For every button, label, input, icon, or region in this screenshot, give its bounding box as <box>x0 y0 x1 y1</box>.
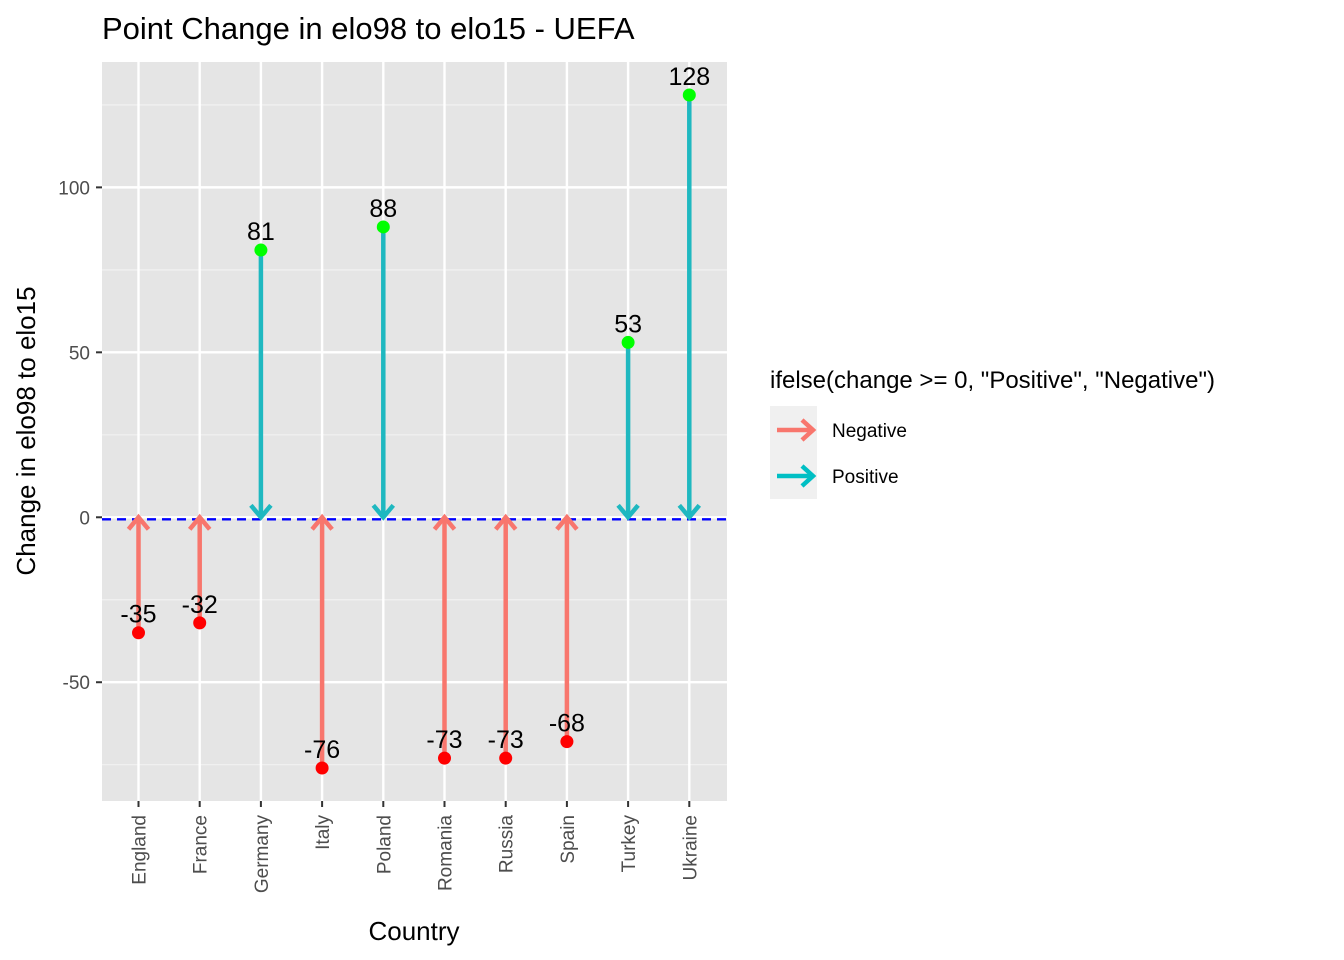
x-tick-label: France <box>191 815 212 874</box>
arrow-head <box>310 513 334 531</box>
data-label: 81 <box>247 218 275 246</box>
y-tick-label: 0 <box>79 508 90 529</box>
arrow-head <box>555 513 579 531</box>
arrow-head <box>432 513 457 531</box>
x-tick-label: England <box>130 815 151 885</box>
plot-panel <box>102 62 727 801</box>
data-point <box>560 735 574 749</box>
data-point <box>193 616 207 630</box>
arrow-head <box>493 513 518 531</box>
data-label: -73 <box>488 726 524 754</box>
x-tick-label: Turkey <box>619 815 640 873</box>
data-point <box>254 243 268 257</box>
arrow-head <box>677 503 702 521</box>
x-tick-label: Ukraine <box>680 815 701 880</box>
data-point <box>682 88 696 102</box>
x-axis: England France Germany Italy Poland Romania Ru… <box>130 801 701 894</box>
data-label: -73 <box>426 726 462 754</box>
data-label: 53 <box>614 310 642 338</box>
arrow-head <box>616 503 640 521</box>
data-label: -76 <box>304 736 340 764</box>
x-tick-label: Italy <box>313 815 334 850</box>
x-tick-label: Germany <box>252 815 273 894</box>
y-tick-label: 100 <box>58 178 90 199</box>
legend-title: ifelse(change >= 0, "Positive", "Negativ… <box>770 367 1215 394</box>
data-labels: -35 -32 81 -76 88 -73 -73 -68 53 128 <box>120 63 710 764</box>
data-label: 128 <box>668 63 710 91</box>
legend-label: Negative <box>832 421 907 442</box>
data-point <box>376 220 390 234</box>
x-tick-label: Spain <box>558 815 579 864</box>
arrow-head <box>371 503 396 521</box>
arrow-head <box>249 503 273 521</box>
chart-title: Point Change in elo98 to elo15 - UEFA <box>102 11 635 46</box>
y-tick-label: 50 <box>69 343 90 364</box>
data-point <box>621 335 635 349</box>
data-label: -68 <box>549 710 585 738</box>
grid-minor <box>102 104 727 766</box>
legend-key-arrowhead <box>800 418 817 442</box>
data-label: -35 <box>120 601 156 629</box>
arrow-segments <box>126 94 702 769</box>
data-points <box>132 88 696 775</box>
arrow-head <box>187 513 212 531</box>
legend: ifelse(change >= 0, "Positive", "Negativ… <box>770 367 1215 499</box>
x-tick-label: Poland <box>374 815 395 874</box>
y-tick-label: -50 <box>63 673 90 694</box>
x-tick-label: Romania <box>436 815 457 891</box>
data-label: 88 <box>369 195 397 223</box>
y-axis: -50 0 50 100 <box>58 178 102 694</box>
x-axis-title: Country <box>368 916 459 946</box>
arrow-head <box>126 513 151 531</box>
legend-key-arrowhead <box>800 464 817 488</box>
x-tick-label: Russia <box>497 815 518 874</box>
data-point <box>132 626 145 640</box>
data-point <box>438 751 451 765</box>
data-label: -32 <box>182 591 218 619</box>
data-point <box>315 761 329 775</box>
data-point <box>499 751 513 765</box>
y-axis-title: Change in elo98 to elo15 <box>11 286 41 575</box>
legend-label: Positive <box>832 467 899 488</box>
legend-key-background <box>770 406 817 499</box>
